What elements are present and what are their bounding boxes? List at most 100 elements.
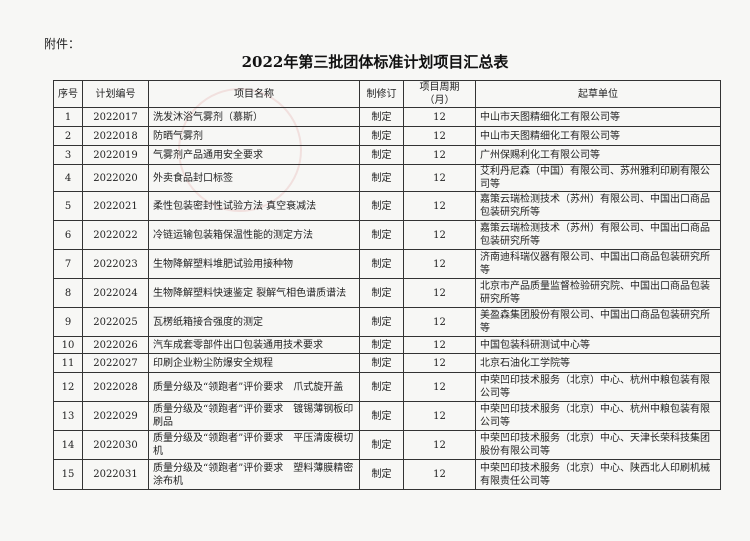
cell-period: 12 [403,145,476,165]
cell-no: 3 [53,145,83,165]
cell-code: 2022017 [82,107,149,127]
table-row: 14 2022030 质量分级及“领跑者”评价要求 平压清废模切机 制定 12 中荣凹印技… [53,430,721,460]
cell-no: 13 [53,401,83,431]
cell-type: 制定 [359,145,404,165]
cell-type: 制定 [359,191,404,221]
table-row: 11 2022027 印刷企业粉尘防爆安全规程 制定 12 北京石油化工学院等 [53,353,721,373]
header-code: 计划编号 [82,80,149,108]
cell-no: 15 [53,459,83,490]
cell-type: 制定 [359,220,404,250]
cell-type: 制定 [359,126,404,146]
cell-period: 12 [403,278,476,308]
cell-period: 12 [403,372,476,402]
table-row: 10 2022026 汽车成套零部件出口包装通用技术要求 制定 12 中国包装科研测试中心… [53,336,721,354]
cell-type: 制定 [359,336,404,354]
table-row: 12 2022028 质量分级及“领跑者”评价要求 爪式旋开盖 制定 12 中荣凹印技术服… [53,372,721,402]
cell-name: 气雾剂产品通用安全要求 [148,145,360,165]
cell-period: 12 [403,353,476,373]
cell-code: 2022023 [82,249,149,279]
cell-no: 12 [53,372,83,402]
cell-code: 2022029 [82,401,149,431]
cell-type: 制定 [359,249,404,279]
cell-code: 2022027 [82,353,149,373]
cell-type: 制定 [359,278,404,308]
cell-unit: 美盈森集团股份有限公司、中国出口商品包装研究所等 [475,307,721,337]
cell-period: 12 [403,164,476,192]
cell-type: 制定 [359,430,404,460]
cell-name: 汽车成套零部件出口包装通用技术要求 [148,336,360,354]
cell-period: 12 [403,336,476,354]
header-period: 项目周期（月） [403,80,476,108]
cell-no: 7 [53,249,83,279]
table-row: 6 2022022 冷链运输包装箱保温性能的测定方法 制定 12 嘉策云瑞检测技术（苏州）… [53,220,721,250]
cell-name: 洗发沐浴气雾剂（慕斯） [148,107,360,127]
cell-unit: 北京市产品质量监督检验研究院、中国出口商品包装研究所等 [475,278,721,308]
cell-type: 制定 [359,372,404,402]
cell-period: 12 [403,459,476,490]
header-name: 项目名称 [148,80,360,108]
cell-code: 2022018 [82,126,149,146]
cell-name: 印刷企业粉尘防爆安全规程 [148,353,360,373]
attachment-label: 附件： [44,37,81,51]
cell-unit: 北京石油化工学院等 [475,353,721,373]
cell-no: 11 [53,353,83,373]
cell-type: 制定 [359,401,404,431]
table-row: 2 2022018 防晒气雾剂 制定 12 中山市天图精细化工有限公司等 [53,126,721,146]
cell-name: 质量分级及“领跑者”评价要求 镀锡薄钢板印刷品 [148,401,360,431]
cell-period: 12 [403,191,476,221]
cell-name: 柔性包装密封性试验方法 真空衰减法 [148,191,360,221]
cell-type: 制定 [359,107,404,127]
cell-code: 2022025 [82,307,149,337]
table-row: 7 2022023 生物降解塑料堆肥试验用接种物 制定 12 济南迪科瑞仪器有限公司、中国… [53,249,721,279]
cell-unit: 嘉策云瑞检测技术（苏州）有限公司、中国出口商品包装研究所等 [475,220,721,250]
cell-code: 2022026 [82,336,149,354]
cell-unit: 中荣凹印技术服务（北京）中心、杭州中粮包装有限公司等 [475,372,721,402]
cell-no: 8 [53,278,83,308]
cell-no: 1 [53,107,83,127]
document-title: 2022年第三批团体标准计划项目汇总表 [241,53,509,71]
cell-period: 12 [403,249,476,279]
cell-type: 制定 [359,353,404,373]
table-row: 1 2022017 洗发沐浴气雾剂（慕斯） 制定 12 中山市天图精细化工有限公司等 [53,107,721,127]
cell-name: 瓦楞纸箱接合强度的测定 [148,307,360,337]
cell-code: 2022031 [82,459,149,490]
cell-no: 14 [53,430,83,460]
cell-unit: 中山市天图精细化工有限公司等 [475,107,721,127]
cell-period: 12 [403,126,476,146]
table-row: 4 2022020 外卖食品封口标签 制定 12 艾利丹尼森（中国）有限公司、苏州雅利印刷… [53,164,721,192]
cell-name: 生物降解塑料快速鉴定 裂解气相色谱质谱法 [148,278,360,308]
cell-code: 2022030 [82,430,149,460]
cell-period: 12 [403,107,476,127]
cell-unit: 中山市天图精细化工有限公司等 [475,126,721,146]
table-row: 9 2022025 瓦楞纸箱接合强度的测定 制定 12 美盈森集团股份有限公司、中国出口商… [53,307,721,337]
cell-period: 12 [403,430,476,460]
cell-unit: 中荣凹印技术服务（北京）中心、陕西北人印刷机械有限责任公司等 [475,459,721,490]
table-row: 8 2022024 生物降解塑料快速鉴定 裂解气相色谱质谱法 制定 12 北京市产品质量监… [53,278,721,308]
cell-type: 制定 [359,164,404,192]
cell-type: 制定 [359,459,404,490]
cell-code: 2022019 [82,145,149,165]
standards-plan-table: 序号 计划编号 项目名称 制修订 项目周期（月） 起草单位 1 2022017 洗发… [53,80,721,490]
cell-code: 2022022 [82,220,149,250]
cell-name: 防晒气雾剂 [148,126,360,146]
cell-code: 2022028 [82,372,149,402]
header-no: 序号 [53,80,83,108]
cell-period: 12 [403,220,476,250]
cell-unit: 艾利丹尼森（中国）有限公司、苏州雅利印刷有限公司等 [475,164,721,192]
table-header-row: 序号 计划编号 项目名称 制修订 项目周期（月） 起草单位 [53,80,721,108]
header-unit: 起草单位 [475,80,721,108]
cell-no: 2 [53,126,83,146]
cell-name: 冷链运输包装箱保温性能的测定方法 [148,220,360,250]
cell-period: 12 [403,307,476,337]
cell-unit: 中国包装科研测试中心等 [475,336,721,354]
table-row: 13 2022029 质量分级及“领跑者”评价要求 镀锡薄钢板印刷品 制定 12 中荣凹印… [53,401,721,431]
cell-name: 外卖食品封口标签 [148,164,360,192]
cell-no: 10 [53,336,83,354]
cell-name: 质量分级及“领跑者”评价要求 平压清废模切机 [148,430,360,460]
cell-type: 制定 [359,307,404,337]
cell-no: 4 [53,164,83,192]
table-row: 5 2022021 柔性包装密封性试验方法 真空衰减法 制定 12 嘉策云瑞检测技术（苏州… [53,191,721,221]
cell-code: 2022024 [82,278,149,308]
cell-no: 5 [53,191,83,221]
cell-name: 质量分级及“领跑者”评价要求 爪式旋开盖 [148,372,360,402]
